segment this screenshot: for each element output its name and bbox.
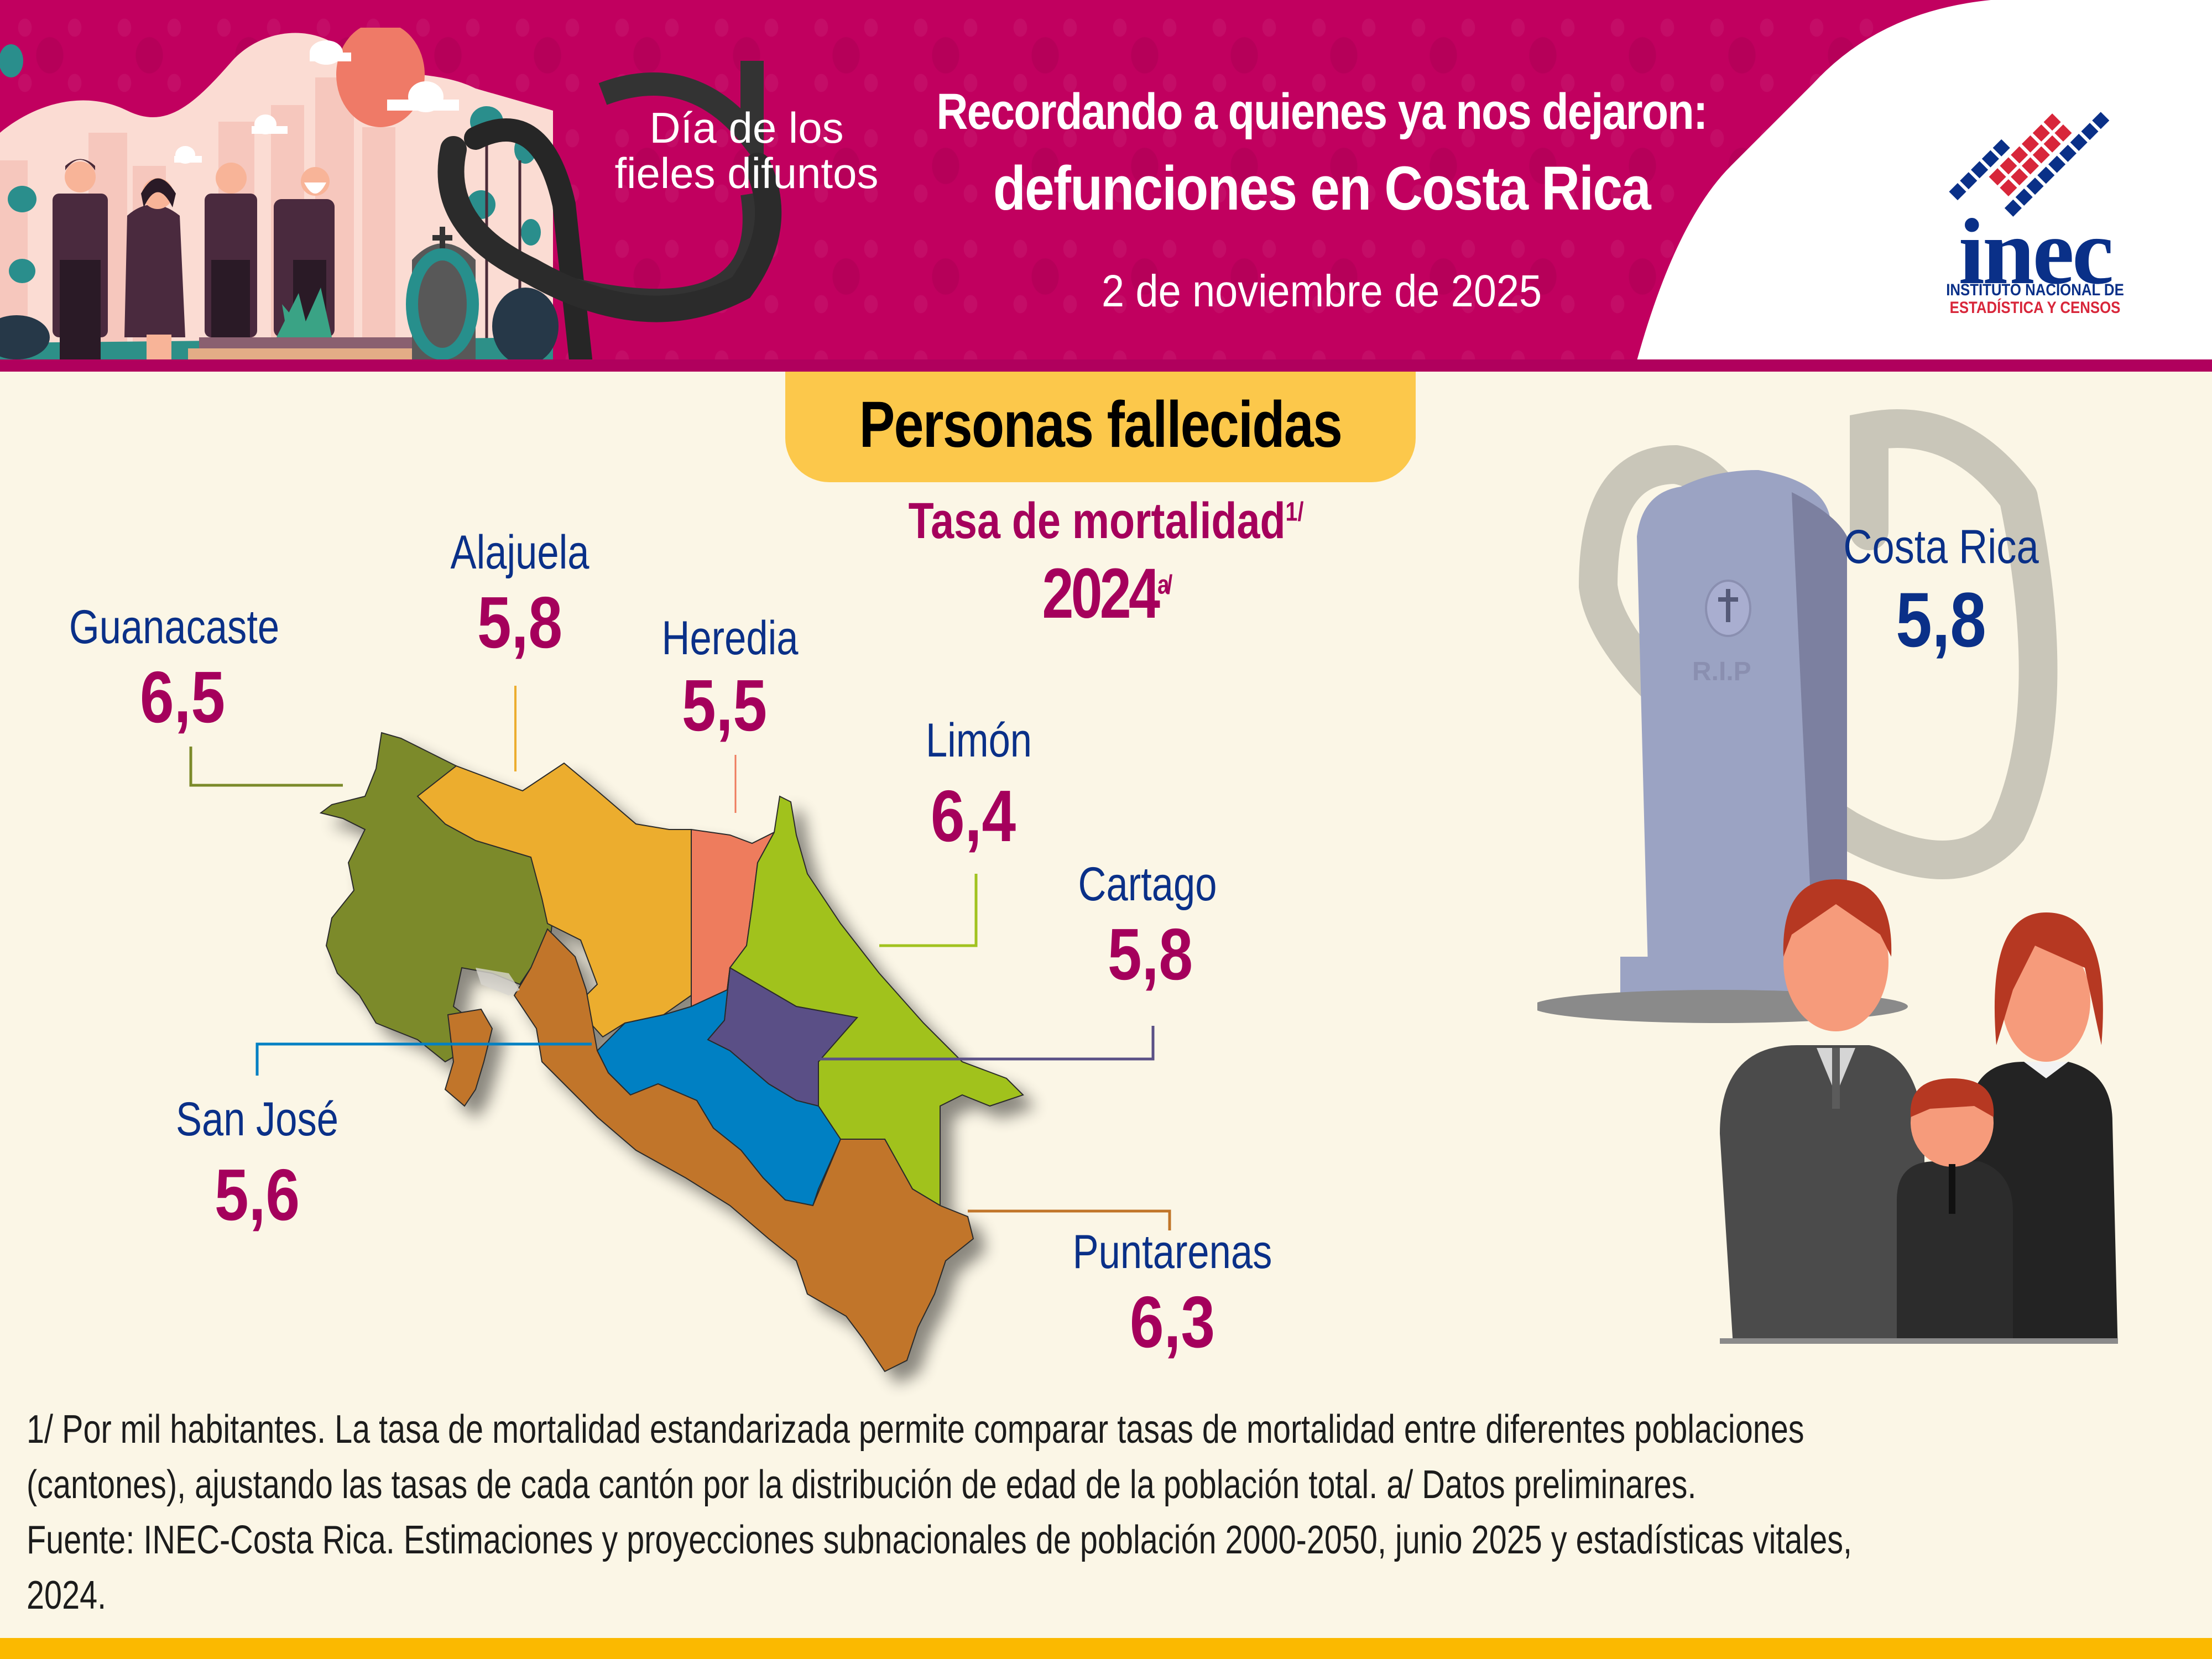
province-label-puntarenas: Puntarenas [1072, 1225, 1272, 1279]
inec-subtitle-line1: INSTITUTO NACIONAL DE [1946, 281, 2124, 299]
logo-panel-background [1637, 0, 2212, 361]
province-label-san-jose: San José [175, 1093, 339, 1146]
footnote-ref-1: 1/ [1285, 497, 1304, 527]
province-value-san-jose: 5,6 [214, 1154, 300, 1235]
province-value-guanacaste: 6,5 [139, 656, 226, 738]
header-divider [0, 359, 2212, 372]
inec-subtitle-line2: ESTADÍSTICA Y CENSOS [1949, 299, 2121, 317]
header-banner: Día de los fieles difuntos Recordando a … [0, 0, 2212, 372]
national-value: 5,8 [1896, 576, 1986, 663]
ribbon-caption: Día de los fieles difuntos [614, 103, 879, 197]
header-title-line1: Recordando a quienes ya nos dejaron: [936, 84, 1708, 140]
province-label-guanacaste: Guanacaste [69, 601, 280, 654]
section-title: Personas fallecidas [859, 388, 1343, 461]
footnote-line3: Fuente: INEC-Costa Rica. Estimaciones y … [27, 1518, 1853, 1562]
chart-year: 2024a/ [929, 553, 1283, 634]
province-value-limon: 6,4 [930, 775, 1016, 857]
national-label: Costa Rica [1843, 520, 2039, 573]
funeral-scene-illustration [0, 28, 782, 359]
header-title-line2: defunciones en Costa Rica [993, 154, 1651, 223]
tombstone-text: R.I.P [1692, 657, 1751, 686]
costa-rica-province-map [319, 732, 1024, 1373]
year-text: 2024 [1042, 554, 1160, 633]
chart-subtitle: Tasa de mortalidad1/ [879, 492, 1333, 550]
province-value-alajuela: 5,8 [477, 582, 563, 663]
province-label-alajuela: Alajuela [450, 526, 589, 579]
footnote-line4: 2024. [27, 1573, 107, 1618]
province-alajuela [416, 762, 692, 1038]
subtitle-text: Tasa de mortalidad [908, 493, 1286, 549]
province-label-heredia: Heredia [661, 612, 799, 665]
province-value-heredia: 5,5 [681, 665, 768, 746]
province-label-cartago: Cartago [1078, 858, 1217, 911]
inec-wordmark: inec [1958, 200, 2114, 304]
footnote-line2: (cantones), ajustando las tasas de cada … [27, 1463, 1697, 1507]
header-date: 2 de noviembre de 2025 [1102, 266, 1542, 316]
footnote-line1: 1/ Por mil habitantes. La tasa de mortal… [27, 1407, 1804, 1452]
section-title-banner [785, 372, 1416, 482]
province-value-cartago: 5,8 [1107, 914, 1193, 995]
mourning-family-illustration: R.I.P [1537, 409, 2118, 1344]
province-value-puntarenas: 6,3 [1129, 1281, 1215, 1363]
footnote: 1/ Por mil habitantes. La tasa de mortal… [27, 1402, 2150, 1623]
province-puntarenas [513, 928, 974, 1373]
inec-logo-icon [1949, 112, 2110, 217]
province-label-limon: Limón [925, 714, 1032, 767]
footnote-ref-a: a/ [1157, 570, 1172, 600]
footer-bar [0, 1638, 2212, 1659]
